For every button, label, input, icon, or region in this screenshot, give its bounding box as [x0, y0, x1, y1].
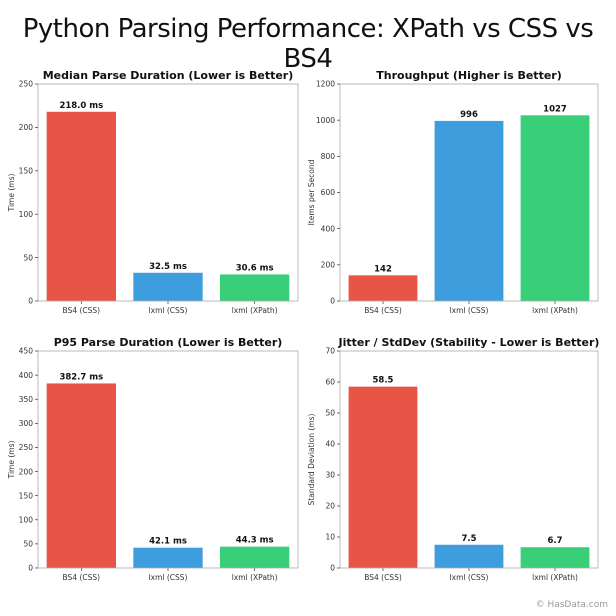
bar-value-label: 58.5 [373, 376, 394, 386]
bar-value-label: 382.7 ms [59, 372, 103, 382]
x-tick-label: BS4 (CSS) [364, 306, 402, 315]
y-axis-label: Time (ms) [7, 174, 16, 213]
y-tick-label: 200 [19, 123, 34, 132]
y-tick-label: 0 [330, 564, 335, 573]
subplot-4: Jitter / StdDev (Stability - Lower is Be… [307, 336, 599, 582]
bar [133, 547, 203, 568]
y-tick-label: 250 [19, 80, 34, 89]
bar [220, 274, 290, 301]
y-tick-label: 50 [23, 540, 33, 549]
y-tick-label: 1000 [316, 116, 335, 125]
y-tick-label: 70 [325, 347, 335, 356]
y-tick-label: 100 [19, 515, 34, 524]
x-tick-label: BS4 (CSS) [364, 573, 402, 582]
x-tick-label: lxml (XPath) [232, 306, 278, 315]
subplot-title: Median Parse Duration (Lower is Better) [43, 69, 294, 82]
x-tick-label: lxml (XPath) [232, 573, 278, 582]
x-tick-label: lxml (XPath) [532, 573, 578, 582]
y-tick-label: 150 [19, 491, 34, 500]
subplot-title: P95 Parse Duration (Lower is Better) [54, 336, 283, 349]
y-tick-label: 350 [19, 395, 34, 404]
bar-value-label: 32.5 ms [149, 262, 187, 272]
bar-value-label: 1027 [543, 104, 567, 114]
bar [520, 547, 590, 568]
y-tick-label: 50 [325, 409, 335, 418]
y-axis-label: Items per Second [307, 159, 316, 225]
bar-value-label: 142 [374, 264, 392, 274]
y-tick-label: 10 [325, 533, 335, 542]
y-tick-label: 150 [19, 167, 34, 176]
y-tick-label: 60 [325, 378, 335, 387]
figure-title: Python Parsing Performance: XPath vs CSS… [22, 14, 594, 74]
subplot-title: Throughput (Higher is Better) [376, 69, 562, 82]
y-tick-label: 250 [19, 443, 34, 452]
y-tick-label: 0 [330, 297, 335, 306]
y-tick-label: 100 [19, 210, 34, 219]
axes-frame [339, 350, 599, 569]
credit-watermark: © HasData.com [535, 600, 608, 610]
x-tick-label: BS4 (CSS) [63, 573, 101, 582]
x-tick-label: lxml (CSS) [450, 573, 489, 582]
y-tick-label: 200 [19, 467, 34, 476]
bar-value-label: 30.6 ms [236, 263, 274, 273]
y-tick-label: 300 [19, 419, 34, 428]
bar [348, 386, 418, 568]
axes-frame [37, 350, 299, 569]
bar [220, 546, 290, 568]
bar-value-label: 996 [460, 110, 478, 120]
y-tick-label: 1200 [316, 80, 335, 89]
x-tick-label: lxml (CSS) [149, 573, 188, 582]
subplot-2: Throughput (Higher is Better) 142 BS4 (CSS… [307, 69, 599, 315]
y-tick-label: 600 [321, 188, 336, 197]
y-tick-label: 200 [321, 261, 336, 270]
bar [133, 272, 203, 301]
axes-frame [37, 83, 299, 302]
x-tick-label: lxml (CSS) [149, 306, 188, 315]
x-tick-label: lxml (XPath) [532, 306, 578, 315]
bar-value-label: 42.1 ms [149, 537, 187, 547]
subplot-title: Jitter / StdDev (Stability - Lower is Be… [338, 336, 600, 349]
y-axis-label: Standard Deviation (ms) [307, 414, 316, 506]
y-tick-label: 400 [19, 371, 34, 380]
bar [434, 544, 504, 568]
bar [348, 275, 418, 301]
y-tick-label: 450 [19, 347, 34, 356]
subplot-3: P95 Parse Duration (Lower is Better) 382.… [7, 336, 299, 582]
y-tick-label: 40 [325, 440, 335, 449]
bar [46, 111, 116, 301]
y-tick-label: 800 [321, 152, 336, 161]
y-axis-label: Time (ms) [7, 441, 16, 480]
x-tick-label: BS4 (CSS) [63, 306, 101, 315]
bar [520, 115, 590, 301]
y-tick-label: 400 [321, 224, 336, 233]
bar [434, 120, 504, 301]
y-tick-label: 30 [325, 471, 335, 480]
y-tick-label: 0 [28, 297, 33, 306]
bar-value-label: 218.0 ms [59, 101, 103, 111]
bar-value-label: 7.5 [461, 534, 476, 544]
y-tick-label: 0 [28, 564, 33, 573]
bar-value-label: 44.3 ms [236, 536, 274, 546]
subplot-1: Median Parse Duration (Lower is Better) 2… [7, 69, 299, 315]
y-tick-label: 50 [23, 253, 33, 262]
bar-value-label: 6.7 [547, 536, 562, 546]
y-tick-label: 20 [325, 502, 335, 511]
x-tick-label: lxml (CSS) [450, 306, 489, 315]
bar [46, 383, 116, 568]
